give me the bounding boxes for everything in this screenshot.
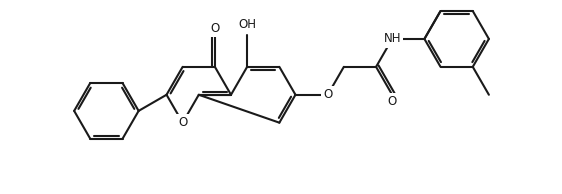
Text: O: O: [178, 116, 187, 129]
Text: NH: NH: [383, 32, 401, 45]
Text: O: O: [323, 88, 332, 101]
Text: O: O: [210, 22, 220, 35]
Text: OH: OH: [238, 18, 256, 31]
Text: O: O: [388, 95, 397, 108]
